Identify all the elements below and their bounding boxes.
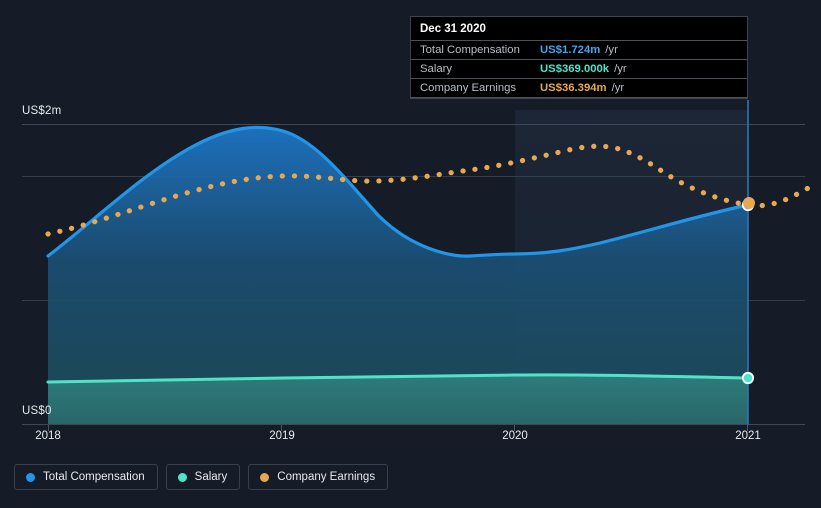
legend-item-salary[interactable]: Salary [165, 464, 241, 490]
tooltip-label-total-compensation: Total Compensation [420, 44, 520, 56]
tooltip-value-company-earnings: US$36.394m [540, 82, 607, 94]
chart-tooltip: Dec 31 2020 Total Compensation US$1.724m… [410, 16, 748, 99]
tooltip-unit-salary: /yr [614, 63, 627, 75]
series-line-salary [46, 373, 750, 384]
legend-item-total-compensation[interactable]: Total Compensation [14, 464, 158, 490]
y-axis-bottom-label: US$0 [22, 405, 52, 417]
xtick-label-2020: 2020 [502, 430, 528, 442]
tooltip-unit-total-compensation: /yr [605, 44, 618, 56]
series-area-total-compensation [48, 127, 748, 424]
legend-label-total-compensation: Total Compensation [43, 471, 145, 483]
series-line-company-earnings [45, 143, 815, 237]
series-area-salary [48, 374, 748, 424]
series-line-total-compensation [46, 125, 750, 258]
legend-dot-icon-company-earnings [260, 472, 270, 482]
tooltip-label-salary: Salary [420, 63, 453, 75]
tooltip-row-total-compensation: Total Compensation US$1.724m /yr [411, 41, 747, 60]
legend-item-company-earnings[interactable]: Company Earnings [248, 464, 389, 490]
chart-legend: Total Compensation Salary Company Earnin… [14, 464, 389, 490]
legend-label-company-earnings: Company Earnings [277, 471, 376, 483]
marker-company-earnings[interactable] [743, 196, 756, 209]
marker-salary[interactable] [741, 371, 755, 385]
legend-dot-icon-total-compensation [26, 472, 35, 482]
tooltip-value-total-compensation: US$1.724m [540, 44, 601, 56]
xtick-label-2018: 2018 [35, 430, 61, 442]
legend-label-salary: Salary [194, 471, 228, 483]
legend-dot-icon-salary [177, 472, 187, 482]
tooltip-row-salary: Salary US$369.000k /yr [411, 60, 747, 79]
xtick-label-2019: 2019 [269, 430, 295, 442]
tooltip-value-salary: US$369.000k [540, 63, 610, 75]
tooltip-date: Dec 31 2020 [411, 17, 747, 41]
xtick-label-2021: 2021 [735, 430, 761, 442]
tooltip-label-company-earnings: Company Earnings [420, 82, 517, 94]
tooltip-row-company-earnings: Company Earnings US$36.394m /yr [411, 79, 747, 98]
tooltip-unit-company-earnings: /yr [611, 82, 625, 94]
y-axis-top-label: US$2m [22, 105, 62, 117]
